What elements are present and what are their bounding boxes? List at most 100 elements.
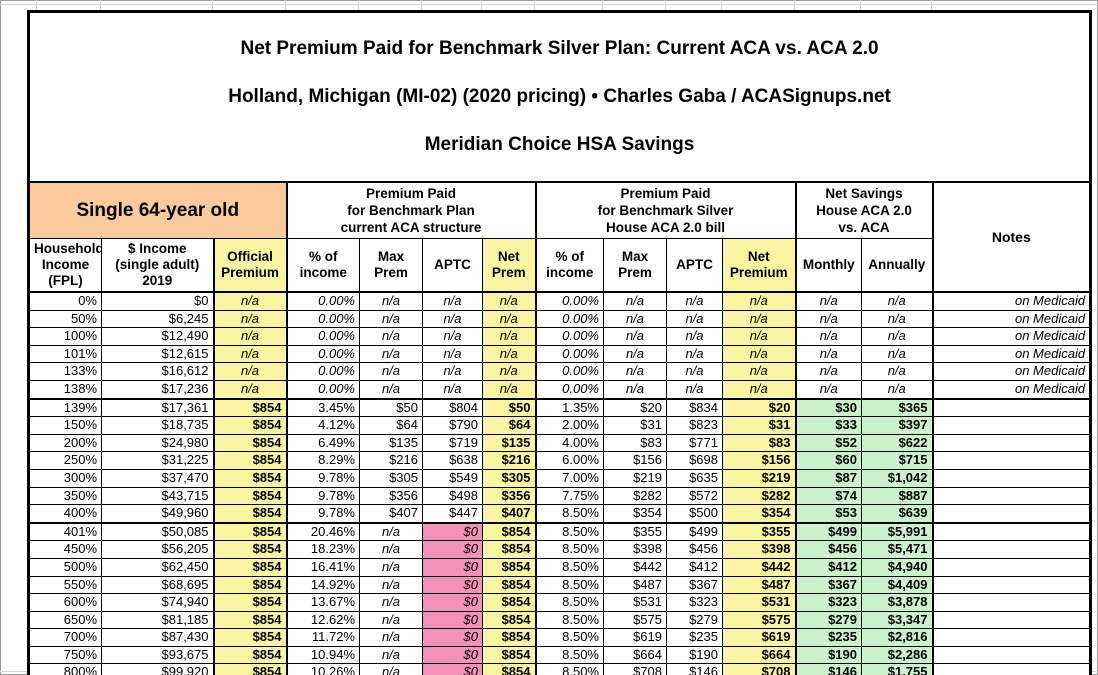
- cell-house-net-premium[interactable]: $487: [722, 575, 797, 595]
- col-header-savings-annually[interactable]: Annually: [861, 238, 934, 293]
- cell-house-max-prem[interactable]: n/a: [603, 291, 667, 311]
- cell-house-max-prem[interactable]: $619: [603, 628, 667, 647]
- cell-house-aptc[interactable]: $635: [666, 468, 723, 488]
- cell-house-max-prem[interactable]: $575: [603, 610, 667, 630]
- cell-aca-aptc[interactable]: $0: [422, 610, 483, 630]
- cell-aca-pct-income[interactable]: 18.23%: [286, 540, 360, 559]
- cell-fpl[interactable]: 0%: [28, 291, 102, 311]
- cell-notes[interactable]: [931, 451, 1092, 470]
- cell-house-aptc[interactable]: $190: [666, 645, 723, 665]
- cell-savings-annually[interactable]: $4,940: [861, 557, 934, 577]
- cell-savings-annually[interactable]: $622: [861, 433, 934, 453]
- cell-savings-annually[interactable]: $887: [861, 486, 934, 506]
- cell-house-max-prem[interactable]: $398: [603, 540, 667, 559]
- cell-house-pct-income[interactable]: 8.50%: [535, 663, 604, 675]
- cell-aca-pct-income[interactable]: 12.62%: [286, 610, 360, 630]
- cell-savings-monthly[interactable]: $146: [795, 663, 862, 675]
- cell-income[interactable]: $74,940: [101, 593, 215, 612]
- cell-income[interactable]: $17,361: [101, 397, 215, 418]
- cell-house-aptc[interactable]: $367: [666, 575, 723, 595]
- cell-aca-aptc[interactable]: n/a: [422, 344, 483, 364]
- cell-income[interactable]: $17,236: [101, 379, 215, 400]
- cell-aca-net-prem[interactable]: n/a: [482, 309, 537, 329]
- cell-house-max-prem[interactable]: $282: [603, 486, 667, 506]
- cell-savings-annually[interactable]: $2,816: [861, 628, 934, 647]
- cell-aca-max-prem[interactable]: $216: [359, 451, 423, 470]
- group-header-subject[interactable]: Single 64-year old: [28, 181, 288, 239]
- cell-notes[interactable]: [931, 486, 1092, 506]
- cell-house-aptc[interactable]: $499: [666, 521, 723, 542]
- cell-fpl[interactable]: 250%: [28, 451, 102, 470]
- cell-income[interactable]: $81,185: [101, 610, 215, 630]
- col-header-house-net-premium[interactable]: Net Premium: [722, 238, 797, 293]
- cell-savings-annually[interactable]: n/a: [861, 379, 934, 400]
- cell-house-net-premium[interactable]: $20: [722, 397, 797, 418]
- col-header-aca-max-prem[interactable]: Max Prem: [359, 238, 423, 293]
- cell-house-pct-income[interactable]: 6.00%: [535, 451, 604, 470]
- cell-aca-pct-income[interactable]: 11.72%: [286, 628, 360, 647]
- cell-income[interactable]: $87,430: [101, 628, 215, 647]
- cell-house-aptc[interactable]: n/a: [666, 309, 723, 329]
- cell-savings-annually[interactable]: $3,347: [861, 610, 934, 630]
- cell-aca-max-prem[interactable]: n/a: [359, 610, 423, 630]
- cell-house-pct-income[interactable]: 0.00%: [535, 327, 604, 346]
- cell-house-max-prem[interactable]: $219: [603, 468, 667, 488]
- cell-aca-aptc[interactable]: $498: [422, 486, 483, 506]
- cell-income[interactable]: $12,490: [101, 327, 215, 346]
- cell-aca-net-prem[interactable]: n/a: [482, 327, 537, 346]
- cell-house-net-premium[interactable]: n/a: [722, 327, 797, 346]
- cell-aca-pct-income[interactable]: 13.67%: [286, 593, 360, 612]
- cell-aca-pct-income[interactable]: 0.00%: [286, 291, 360, 311]
- cell-house-net-premium[interactable]: n/a: [722, 309, 797, 329]
- cell-house-aptc[interactable]: $572: [666, 486, 723, 506]
- cell-savings-monthly[interactable]: n/a: [795, 362, 862, 381]
- cell-house-max-prem[interactable]: $664: [603, 645, 667, 665]
- cell-aca-max-prem[interactable]: $64: [359, 416, 423, 435]
- cell-house-aptc[interactable]: $323: [666, 593, 723, 612]
- cell-notes[interactable]: [931, 504, 1092, 524]
- cell-house-pct-income[interactable]: 8.50%: [535, 540, 604, 559]
- cell-house-aptc[interactable]: $823: [666, 416, 723, 435]
- cell-aca-pct-income[interactable]: 0.00%: [286, 309, 360, 329]
- cell-fpl[interactable]: 500%: [28, 557, 102, 577]
- cell-savings-monthly[interactable]: $33: [795, 416, 862, 435]
- cell-aca-pct-income[interactable]: 9.78%: [286, 486, 360, 506]
- cell-house-aptc[interactable]: $771: [666, 433, 723, 453]
- cell-notes[interactable]: [931, 540, 1092, 559]
- cell-house-max-prem[interactable]: $442: [603, 557, 667, 577]
- cell-income[interactable]: $12,615: [101, 344, 215, 364]
- cell-house-net-premium[interactable]: $156: [722, 451, 797, 470]
- cell-house-max-prem[interactable]: n/a: [603, 327, 667, 346]
- cell-aca-aptc[interactable]: $0: [422, 628, 483, 647]
- cell-aca-net-prem[interactable]: $407: [482, 504, 537, 524]
- cell-savings-annually[interactable]: $2,286: [861, 645, 934, 665]
- cell-house-aptc[interactable]: $834: [666, 397, 723, 418]
- cell-income[interactable]: $93,675: [101, 645, 215, 665]
- cell-savings-monthly[interactable]: $367: [795, 575, 862, 595]
- cell-aca-net-prem[interactable]: n/a: [482, 344, 537, 364]
- cell-fpl[interactable]: 350%: [28, 486, 102, 506]
- cell-official-premium[interactable]: $854: [213, 486, 288, 506]
- cell-income[interactable]: $16,612: [101, 362, 215, 381]
- cell-house-aptc[interactable]: n/a: [666, 344, 723, 364]
- cell-aca-net-prem[interactable]: $854: [482, 540, 537, 559]
- cell-aca-aptc[interactable]: $0: [422, 663, 483, 675]
- cell-official-premium[interactable]: $854: [213, 468, 288, 488]
- cell-house-net-premium[interactable]: $398: [722, 540, 797, 559]
- cell-savings-annually[interactable]: n/a: [861, 309, 934, 329]
- cell-aca-max-prem[interactable]: n/a: [359, 663, 423, 675]
- cell-savings-monthly[interactable]: $279: [795, 610, 862, 630]
- cell-fpl[interactable]: 600%: [28, 593, 102, 612]
- cell-aca-net-prem[interactable]: $216: [482, 451, 537, 470]
- cell-notes[interactable]: [931, 645, 1092, 665]
- cell-official-premium[interactable]: $854: [213, 593, 288, 612]
- cell-savings-monthly[interactable]: n/a: [795, 309, 862, 329]
- cell-fpl[interactable]: 650%: [28, 610, 102, 630]
- cell-savings-monthly[interactable]: n/a: [795, 291, 862, 311]
- cell-aca-aptc[interactable]: $804: [422, 397, 483, 418]
- cell-aca-aptc[interactable]: $0: [422, 521, 483, 542]
- cell-house-pct-income[interactable]: 2.00%: [535, 416, 604, 435]
- cell-savings-annually[interactable]: $397: [861, 416, 934, 435]
- cell-house-net-premium[interactable]: $575: [722, 610, 797, 630]
- cell-house-net-premium[interactable]: n/a: [722, 362, 797, 381]
